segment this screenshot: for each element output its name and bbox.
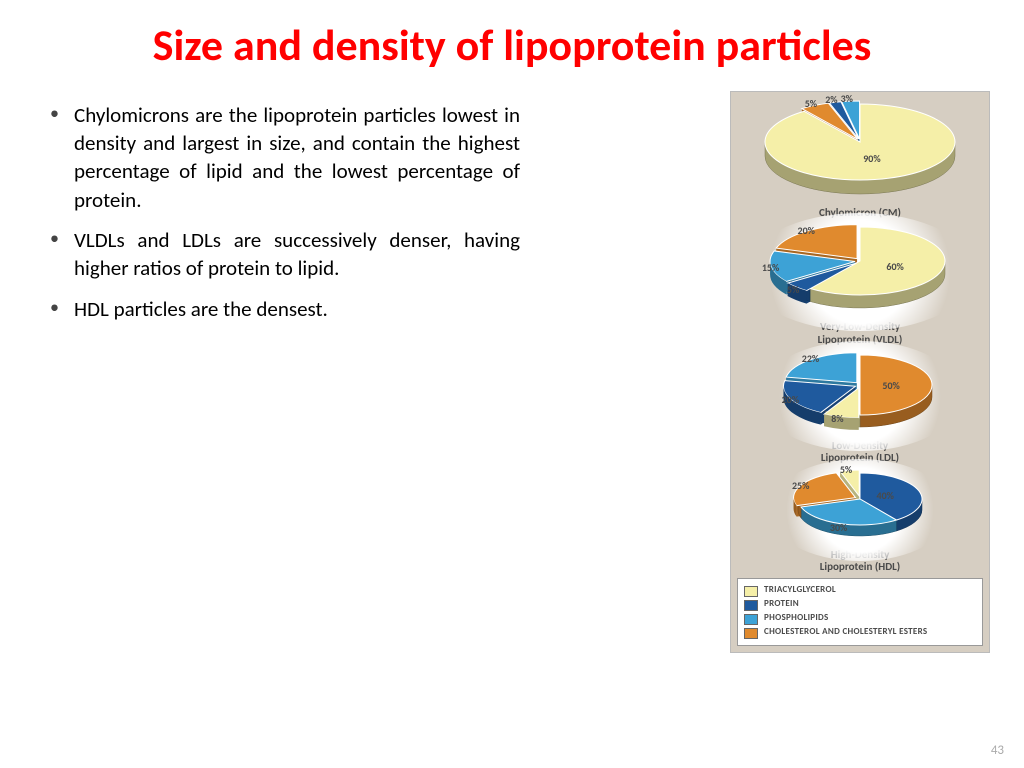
legend-row: TRIACYLGLYCEROL bbox=[744, 585, 976, 597]
pie-block: 50%8%20%22%Low-DensityLipoprotein (LDL) bbox=[737, 351, 983, 465]
pie-pct-label: 2% bbox=[825, 93, 837, 106]
pie-pct-label: 3% bbox=[841, 92, 853, 105]
pie-block: 40%30%25%5%High-DensityLipoprotein (HDL) bbox=[737, 469, 983, 574]
pie-pct-label: 50% bbox=[882, 379, 899, 392]
bullet-item: VLDLs and LDLs are successively denser, … bbox=[50, 226, 520, 283]
pie-pct-label: 22% bbox=[802, 352, 819, 365]
pie-block: 60%5%15%20%Very-Low-DensityLipoprotein (… bbox=[737, 223, 983, 346]
pie-pct-label: 20% bbox=[798, 224, 815, 237]
legend-label: CHOLESTEROL AND CHOLESTERYL ESTERS bbox=[764, 627, 927, 637]
chart-panel: 90%5%2%3%Chylomicron (CM)60%5%15%20%Very… bbox=[730, 91, 990, 653]
content-area: Chylomicrons are the lipoprotein particl… bbox=[0, 81, 1024, 653]
pie-pct-label: 60% bbox=[886, 260, 903, 273]
pie-chart bbox=[737, 469, 983, 542]
pie-pct-label: 5% bbox=[805, 97, 817, 110]
slide-title: Size and density of lipoprotein particle… bbox=[0, 0, 1024, 81]
legend: TRIACYLGLYCEROL PROTEIN PHOSPHOLIPIDS CHOLE… bbox=[737, 578, 983, 646]
pie-pct-label: 90% bbox=[863, 152, 880, 165]
page-number: 43 bbox=[991, 743, 1004, 758]
pie-pct-label: 30% bbox=[830, 521, 847, 534]
legend-label: TRIACYLGLYCEROL bbox=[764, 585, 836, 595]
legend-swatch bbox=[744, 586, 758, 597]
pie-chart bbox=[737, 351, 983, 433]
legend-row: PHOSPHOLIPIDS bbox=[744, 613, 976, 625]
pie-pct-label: 40% bbox=[877, 489, 894, 502]
bullet-item: HDL particles are the densest. bbox=[50, 295, 520, 323]
legend-row: PROTEIN bbox=[744, 599, 976, 611]
legend-label: PROTEIN bbox=[764, 599, 799, 609]
legend-swatch bbox=[744, 600, 758, 611]
bullet-list: Chylomicrons are the lipoprotein particl… bbox=[50, 101, 520, 323]
legend-swatch bbox=[744, 614, 758, 625]
bullet-item: Chylomicrons are the lipoprotein particl… bbox=[50, 101, 520, 214]
bullet-column: Chylomicrons are the lipoprotein particl… bbox=[0, 91, 540, 653]
legend-row: CHOLESTEROL AND CHOLESTERYL ESTERS bbox=[744, 627, 976, 639]
pie-pct-label: 5% bbox=[787, 283, 799, 296]
legend-label: PHOSPHOLIPIDS bbox=[764, 613, 829, 623]
pie-pct-label: 8% bbox=[831, 412, 843, 425]
pie-pct-label: 20% bbox=[782, 393, 799, 406]
pie-pct-label: 25% bbox=[792, 479, 809, 492]
legend-swatch bbox=[744, 628, 758, 639]
pie-pct-label: 15% bbox=[762, 261, 779, 274]
pie-pct-label: 5% bbox=[840, 463, 852, 476]
pie-chart bbox=[737, 100, 983, 200]
pie-block: 90%5%2%3%Chylomicron (CM) bbox=[737, 100, 983, 220]
pie-slice bbox=[786, 352, 857, 382]
